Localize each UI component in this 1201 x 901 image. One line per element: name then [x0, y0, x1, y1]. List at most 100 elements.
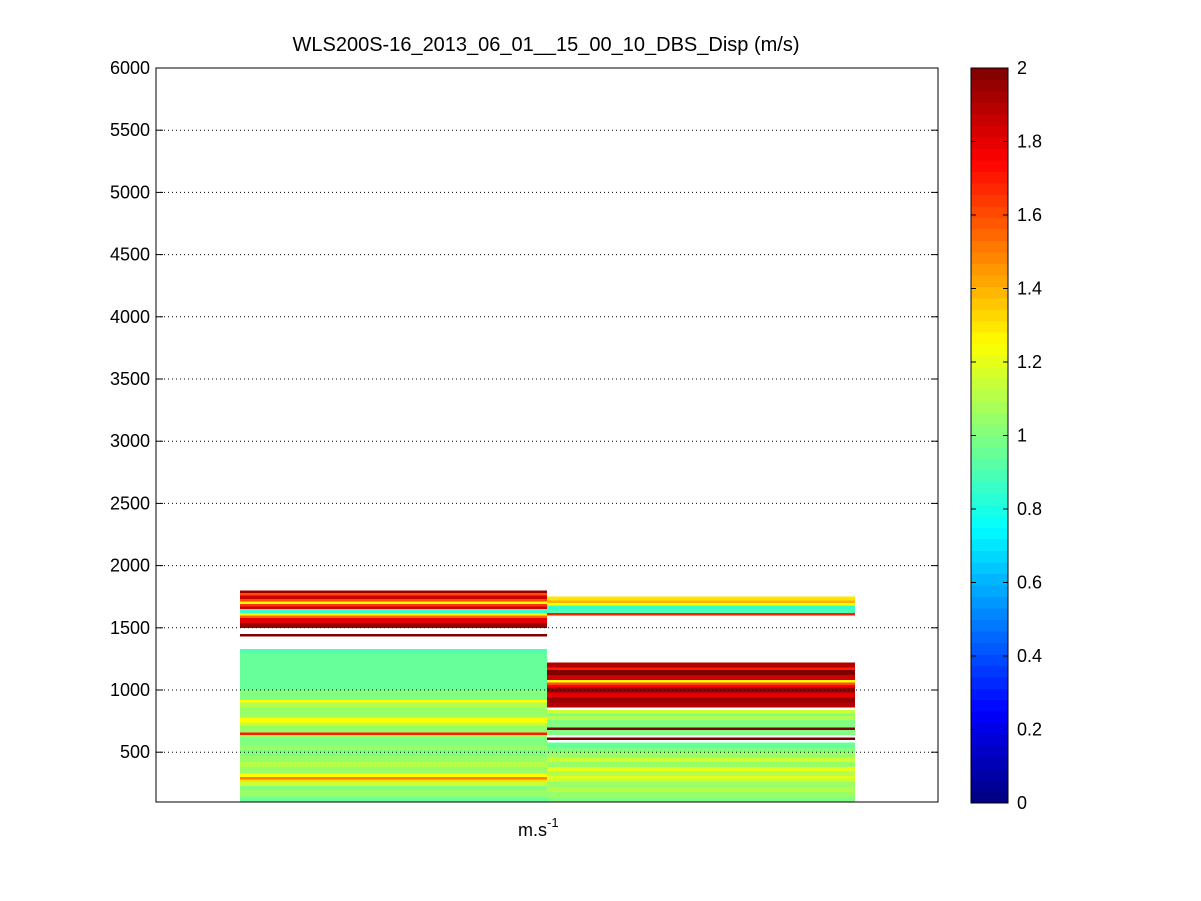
colorbar-swatch — [971, 469, 1008, 483]
colorbar-swatch — [971, 446, 1008, 460]
colorbar-swatch — [971, 630, 1008, 643]
colorbar-swatch — [971, 366, 1008, 379]
x-axis-label: m.s-1 — [518, 815, 559, 840]
y-tick-label: 5000 — [110, 182, 150, 202]
heatmap-cell — [547, 742, 855, 748]
colorbar-swatch — [971, 343, 1008, 356]
heatmap-cell — [240, 749, 547, 756]
heatmap-cell — [547, 709, 855, 714]
colorbar-swatch — [971, 217, 1008, 230]
heatmap-cell — [547, 770, 855, 776]
y-axis-ticks: 500 1000 1500 2000 2500 3000 3500 4000 4500 5000 5… — [110, 58, 938, 762]
heatmap-cell — [547, 692, 855, 698]
colorbar: 0 0.2 0.4 0.6 0.8 1 1.2 1.4 1.6 1.8 2 — [970, 58, 1042, 813]
heatmap-cell — [547, 719, 855, 728]
colorbar-swatch — [971, 481, 1008, 494]
colorbar-swatch — [971, 504, 1008, 517]
colorbar-swatch — [971, 125, 1008, 138]
heatmap-cell — [547, 612, 855, 616]
heatmap-cell — [547, 596, 855, 601]
colorbar-swatch — [971, 79, 1008, 92]
colorbar-swatch — [971, 274, 1008, 287]
heatmap-cell — [240, 699, 547, 703]
heatmap-cell — [547, 605, 855, 610]
colorbar-tick-label: 1 — [1017, 426, 1027, 446]
heatmap-cell — [547, 727, 855, 730]
heatmap-cell — [547, 697, 855, 703]
heatmap-cell — [547, 713, 855, 717]
y-tick-label: 2000 — [110, 556, 150, 576]
colorbar-swatch — [971, 676, 1008, 689]
colorbar-swatch — [971, 745, 1008, 758]
heatmap-cell — [547, 675, 855, 681]
colorbar-tick-label: 2 — [1017, 58, 1027, 78]
colorbar-swatch — [971, 768, 1008, 781]
colorbar-swatch — [971, 401, 1008, 414]
heatmap-cell — [547, 716, 855, 720]
heatmap-cell — [547, 609, 855, 613]
heatmap-cell — [240, 737, 547, 745]
colorbar-swatch — [971, 263, 1008, 276]
colorbar-swatch — [971, 309, 1008, 322]
heatmap-cell — [547, 685, 855, 688]
y-tick-label: 2500 — [110, 493, 150, 513]
y-tick-label: 3500 — [110, 369, 150, 389]
heatmap-cell — [547, 747, 855, 753]
heatmap-cell — [547, 729, 855, 735]
heatmap-cell — [240, 767, 547, 774]
heatmap-cell — [240, 615, 547, 618]
heatmap-cell — [240, 622, 547, 628]
heatmap-cell — [547, 602, 855, 606]
heatmap-cell — [240, 789, 547, 796]
heatmap-cell — [240, 604, 547, 607]
colorbar-swatch — [971, 607, 1008, 620]
colorbar-swatch — [971, 711, 1008, 724]
y-tick-label: 500 — [120, 742, 150, 762]
heatmap-cell — [547, 752, 855, 758]
heatmap-cell — [240, 609, 547, 613]
heatmap-cell — [547, 662, 855, 668]
colorbar-swatch — [971, 389, 1008, 402]
heatmap-cell — [240, 722, 547, 725]
colorbar-tick-label: 1.4 — [1017, 279, 1042, 299]
y-tick-label: 3000 — [110, 431, 150, 451]
colorbar-swatch — [971, 68, 1008, 81]
colorbar-swatch — [971, 780, 1008, 793]
heatmap-cell — [240, 599, 547, 602]
x-axis-label-base: m.s — [518, 820, 547, 840]
colorbar-swatch — [971, 492, 1008, 505]
heatmap-cell — [547, 778, 855, 783]
colorbar-tick-label: 0.6 — [1017, 573, 1042, 593]
heatmap-cell — [547, 680, 855, 683]
colorbar-swatch — [971, 90, 1008, 104]
chart-title: WLS200S-16_2013_06_01__15_00_10_DBS_Disp… — [292, 34, 799, 56]
colorbar-tick-label: 1.8 — [1017, 132, 1042, 152]
colorbar-tick-label: 1.6 — [1017, 205, 1042, 225]
colorbar-swatch — [971, 205, 1008, 218]
colorbar-swatch — [971, 113, 1008, 127]
heatmap-cell — [547, 775, 855, 779]
colorbar-swatch — [971, 332, 1008, 345]
colorbar-ticks: 0 0.2 0.4 0.6 0.8 1 1.2 1.4 1.6 1.8 2 — [971, 58, 1042, 813]
heatmap-cell — [547, 767, 855, 771]
plot-area: 500 1000 1500 2000 2500 3000 3500 4000 4500 5000 5… — [110, 58, 939, 803]
y-tick-label: 5500 — [110, 120, 150, 140]
colorbar-swatch — [971, 584, 1008, 597]
heatmap-cell — [547, 670, 855, 676]
heatmap-cell — [547, 600, 855, 603]
heatmap-cell — [240, 773, 547, 778]
colorbar-swatch — [971, 573, 1008, 586]
colorbar-swatch — [971, 619, 1008, 632]
colorbar-swatch — [971, 435, 1008, 448]
heatmap-cell — [547, 782, 855, 788]
heatmap-cell — [547, 737, 855, 740]
y-tick-label: 4000 — [110, 307, 150, 327]
heatmap-cell — [240, 762, 547, 768]
colorbar-tick-label: 0.8 — [1017, 499, 1042, 519]
heatmap-cell — [240, 724, 547, 733]
colorbar-swatch — [971, 182, 1008, 195]
colorbar-swatch — [971, 136, 1008, 149]
heatmap-cell — [240, 734, 547, 738]
heatmap-cell — [547, 787, 855, 793]
